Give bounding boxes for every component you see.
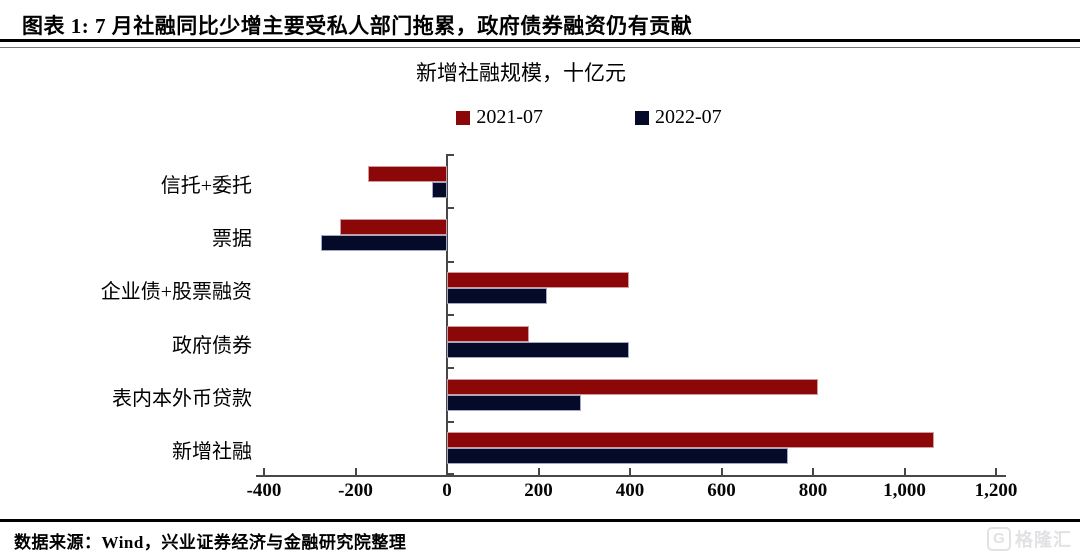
- legend-label-2022-07: 2022-07: [655, 106, 722, 128]
- category-label-信托+委托: 信托+委托: [160, 174, 252, 197]
- x-axis-tick: [812, 468, 814, 475]
- category-axis-tick: [446, 367, 454, 370]
- title-divider: [0, 39, 1080, 48]
- bar-2021-07-表内本外币贷款: [447, 379, 818, 395]
- category-axis-tick: [446, 314, 454, 316]
- x-axis-tick: [720, 468, 723, 475]
- legend-item-2021-07: 2021-07: [456, 106, 543, 129]
- category-label-表内本外币贷款: 表内本外币贷款: [112, 388, 252, 410]
- bar-2022-07-新增社融: [447, 448, 788, 465]
- category-label-票据: 票据: [212, 228, 252, 250]
- bar-2022-07-政府债券: [447, 341, 630, 358]
- category-label-政府债券: 政府债券: [172, 334, 252, 357]
- x-axis-tick: [446, 468, 448, 475]
- x-axis-tick-label: -200: [338, 480, 373, 501]
- legend-swatch-2022-07: [635, 110, 649, 125]
- legend-item-2022-07: 2022-07: [635, 106, 722, 129]
- x-axis-tick-label: -400: [246, 480, 282, 501]
- bar-2022-07-票据: [321, 235, 447, 251]
- x-axis-tick-label: 800: [798, 480, 828, 501]
- category-label-新增社融: 新增社融: [172, 441, 252, 464]
- x-axis-tick-label: 0: [442, 480, 452, 501]
- x-axis-tick-label: 1,000: [883, 480, 926, 501]
- category-label-企业债+股票融资: 企业债+股票融资: [100, 281, 252, 304]
- x-axis-tick: [903, 468, 906, 475]
- x-axis-tick: [537, 468, 540, 475]
- plot-area: -400 -200 0 200 400 600 800 1,000 1,200: [247, 154, 1017, 501]
- gelonghui-g-icon: G: [987, 527, 1011, 551]
- bar-2021-07-企业债+股票融资: [447, 272, 630, 289]
- bar-2022-07-企业债+股票融资: [447, 288, 547, 305]
- x-axis-tick: [263, 468, 265, 475]
- chart-legend: 2021-07 2022-07: [49, 106, 1080, 129]
- x-axis-tick-label: 400: [615, 480, 645, 501]
- footer-divider: [0, 519, 1080, 522]
- bar-2022-07-表内本外币贷款: [447, 395, 582, 411]
- category-labels: 信托+委托票据企业债+股票融资政府债券表内本外币贷款新增社融: [0, 155, 252, 475]
- x-axis-tick: [354, 468, 357, 475]
- bar-2022-07-信托+委托: [432, 181, 447, 198]
- x-axis-line: [256, 475, 1006, 477]
- legend-label-2021-07: 2021-07: [476, 106, 543, 128]
- x-axis-tick-label: 1,200: [974, 480, 1018, 501]
- chart-title: 新增社融规模，十亿元: [416, 62, 626, 85]
- bar-2021-07-政府债券: [447, 325, 530, 342]
- category-axis-tick: [446, 154, 454, 156]
- category-axis-tick: [446, 473, 454, 475]
- bar-2021-07-票据: [340, 219, 447, 235]
- category-axis-tick: [446, 260, 454, 263]
- x-axis-tick-label: 600: [707, 480, 736, 501]
- category-axis-tick: [446, 420, 454, 423]
- bar-2021-07-新增社融: [447, 432, 935, 449]
- bar-2021-07-信托+委托: [368, 165, 447, 182]
- figure-title: 图表 1: 7 月社融同比少增主要受私人部门拖累，政府债券融资仍有贡献: [22, 14, 693, 38]
- data-source: 数据来源：Wind，兴业证券经济与金融研究院整理: [14, 533, 407, 552]
- legend-swatch-2021-07: [456, 110, 471, 125]
- category-axis-tick: [446, 207, 454, 210]
- zero-axis-line: [446, 155, 448, 477]
- x-axis-tick: [995, 468, 997, 475]
- gelonghui-logo-text: 格隆汇: [1015, 530, 1072, 550]
- x-axis-tick-label: 200: [524, 480, 553, 501]
- x-axis-tick: [629, 468, 631, 475]
- gelonghui-logo: G 格隆汇: [987, 526, 1072, 552]
